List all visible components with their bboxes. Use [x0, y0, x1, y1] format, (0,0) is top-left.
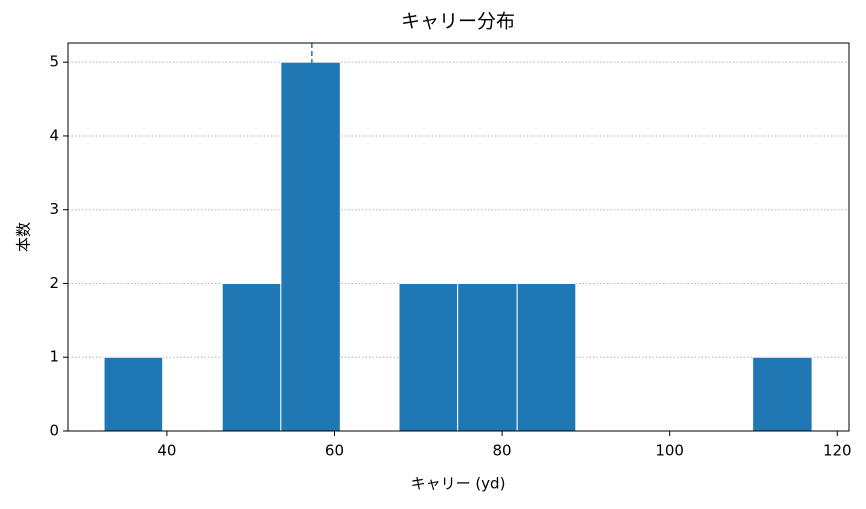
bar: [221, 282, 282, 432]
x-axis-label: キャリー (yd): [411, 475, 506, 493]
bar: [103, 356, 164, 432]
chart-title: キャリー分布: [401, 11, 515, 33]
x-tick-label: 120: [823, 442, 852, 460]
bar: [752, 356, 813, 432]
x-tick-label: 100: [655, 442, 684, 460]
x-tick-label: 40: [157, 442, 176, 460]
y-tick-label: 2: [49, 274, 59, 292]
y-tick-label: 0: [49, 422, 59, 440]
y-tick-label: 3: [49, 200, 59, 218]
x-tick-label: 80: [493, 442, 512, 460]
bar: [398, 282, 459, 432]
x-tick-label: 60: [325, 442, 344, 460]
bar: [516, 282, 577, 432]
bar: [280, 61, 341, 432]
plot-frame: [67, 42, 850, 432]
bar: [457, 282, 518, 432]
y-tick-label: 1: [49, 348, 59, 366]
y-tick-label: 5: [49, 53, 59, 71]
y-axis-label: 本数: [15, 222, 33, 252]
y-tick-label: 4: [49, 126, 59, 144]
